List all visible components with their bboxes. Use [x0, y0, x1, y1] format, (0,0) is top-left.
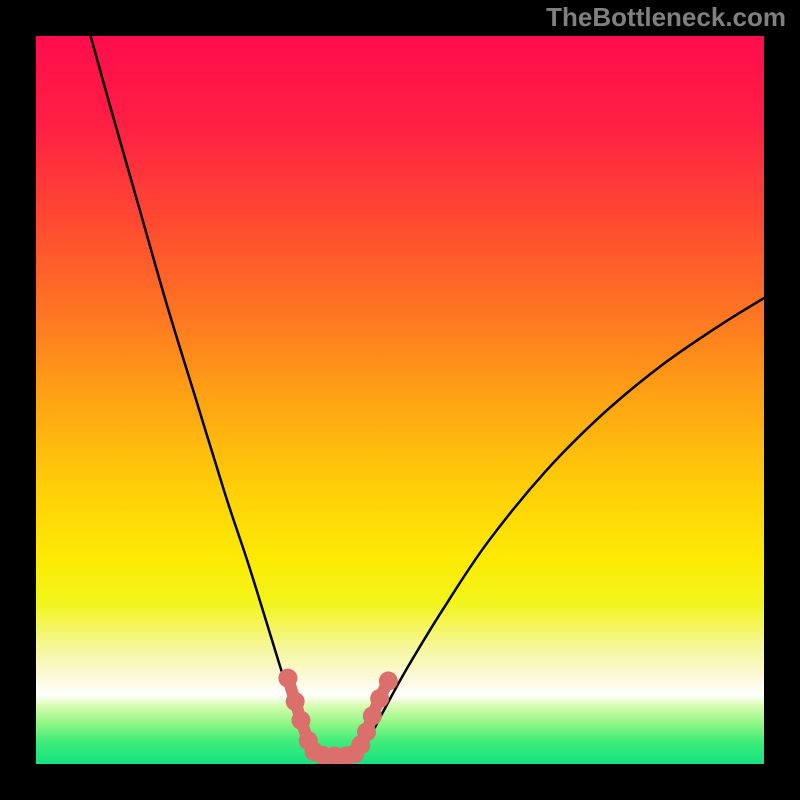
chart-plot — [36, 36, 764, 764]
watermark-text: TheBottleneck.com — [546, 2, 786, 33]
valley-marker — [286, 692, 305, 711]
valley-marker — [291, 711, 310, 730]
valley-marker — [379, 672, 398, 691]
valley-marker — [363, 706, 382, 725]
valley-marker — [370, 689, 389, 708]
valley-marker — [278, 669, 297, 688]
chart-container: TheBottleneck.com — [0, 0, 800, 800]
gradient-background — [36, 36, 764, 764]
